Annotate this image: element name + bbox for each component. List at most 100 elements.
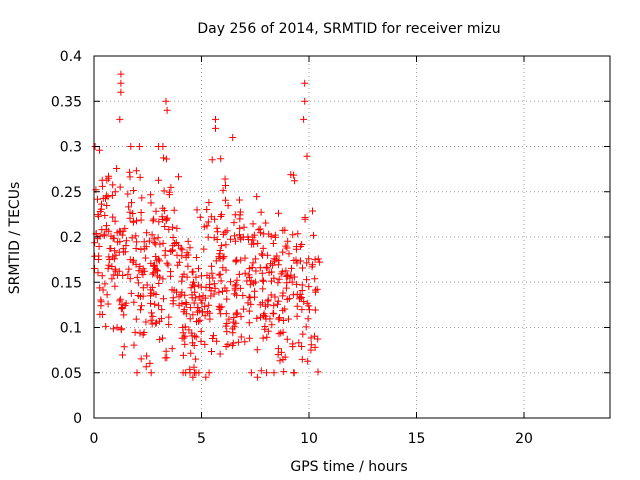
data-point	[135, 267, 143, 275]
data-point	[143, 229, 151, 237]
data-point	[222, 182, 229, 189]
data-point	[290, 171, 298, 179]
data-point	[98, 226, 106, 234]
data-point	[190, 342, 198, 349]
data-point	[241, 338, 249, 346]
data-point	[103, 222, 110, 230]
data-point	[126, 256, 134, 264]
data-point	[161, 354, 169, 362]
data-point	[274, 297, 282, 305]
data-point	[237, 235, 245, 243]
data-point	[267, 232, 275, 240]
data-point	[148, 231, 156, 239]
data-point	[223, 328, 231, 336]
data-point	[206, 274, 214, 282]
data-point	[196, 213, 204, 221]
data-point	[270, 369, 278, 377]
data-point	[150, 235, 158, 243]
data-point	[285, 250, 293, 258]
data-point	[198, 299, 206, 307]
data-point	[192, 273, 200, 281]
data-point	[194, 281, 202, 289]
data-point	[96, 146, 103, 154]
data-point	[104, 265, 112, 273]
data-point	[277, 270, 285, 278]
data-point	[254, 239, 262, 247]
data-point	[299, 264, 306, 272]
data-point	[270, 310, 278, 318]
data-point	[218, 211, 225, 219]
data-point	[311, 343, 319, 351]
data-point	[147, 259, 155, 267]
data-point	[162, 347, 170, 355]
data-point	[300, 298, 308, 305]
data-point	[204, 218, 212, 226]
data-point	[153, 257, 161, 265]
data-point	[129, 187, 137, 194]
y-tick-label: 0.4	[60, 49, 82, 65]
data-point	[94, 269, 102, 277]
data-point	[279, 248, 287, 256]
data-point	[183, 273, 191, 281]
data-point	[252, 255, 260, 263]
data-point	[288, 278, 296, 286]
data-point	[188, 332, 196, 340]
data-point	[174, 261, 182, 269]
data-point	[252, 267, 260, 275]
data-point	[149, 270, 157, 278]
data-point	[223, 227, 231, 235]
y-tick-label: 0.25	[51, 185, 82, 201]
y-tick-label: 0.3	[60, 140, 82, 156]
data-point	[291, 177, 299, 185]
data-point	[236, 231, 243, 239]
data-point	[138, 194, 146, 202]
data-point	[150, 215, 158, 223]
data-point	[259, 244, 267, 252]
data-point	[275, 315, 283, 323]
y-tick-label: 0.1	[60, 321, 82, 337]
data-point	[311, 306, 319, 314]
data-point	[261, 323, 269, 330]
data-point	[132, 260, 140, 268]
data-point	[163, 106, 171, 114]
data-point	[178, 277, 186, 285]
data-point	[179, 351, 187, 359]
data-point	[232, 258, 240, 266]
data-point	[231, 211, 239, 219]
data-point	[108, 192, 116, 199]
data-point	[140, 329, 148, 336]
data-point	[271, 231, 279, 239]
data-point	[117, 70, 125, 78]
data-point	[113, 165, 121, 172]
data-point	[214, 228, 222, 236]
data-point	[127, 143, 135, 150]
data-point	[122, 242, 130, 249]
data-point	[290, 257, 298, 264]
data-point	[304, 315, 312, 323]
data-point	[142, 363, 150, 371]
data-point	[285, 315, 292, 323]
data-point	[205, 301, 213, 309]
data-point	[255, 226, 263, 234]
data-point	[268, 268, 276, 276]
data-point	[246, 265, 254, 273]
data-point	[109, 181, 117, 189]
data-point	[236, 196, 243, 204]
data-point	[213, 224, 221, 232]
data-point	[245, 307, 253, 315]
data-point	[288, 264, 295, 272]
data-point	[139, 265, 147, 273]
data-point	[237, 256, 245, 264]
data-point	[163, 214, 171, 222]
data-point	[207, 287, 215, 295]
data-point	[168, 345, 176, 353]
data-point	[149, 312, 157, 320]
data-point	[152, 253, 160, 260]
data-point	[215, 271, 223, 279]
data-point	[180, 308, 188, 316]
data-point	[91, 239, 99, 247]
data-point	[206, 315, 214, 323]
data-point	[310, 231, 317, 239]
data-point	[100, 232, 108, 240]
x-tick-label: 10	[300, 431, 318, 447]
